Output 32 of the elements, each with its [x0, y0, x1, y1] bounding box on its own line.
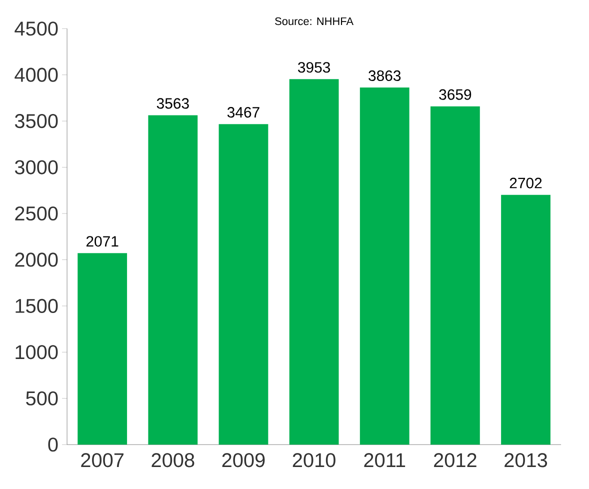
y-tick-label: 2000: [15, 252, 58, 267]
bar: [218, 124, 268, 445]
x-tick-label: 2007: [81, 453, 124, 468]
y-tick-label: 2500: [15, 206, 58, 221]
x-tick-label: 2011: [364, 453, 406, 468]
x-tick-label: 2013: [504, 453, 548, 468]
x-tick-label: 2010: [292, 453, 336, 468]
data-label: 3467: [227, 107, 260, 118]
bar: [501, 194, 550, 445]
y-tick-label: 0: [48, 438, 58, 452]
data-label: 3659: [439, 89, 472, 100]
data-label: 3953: [298, 62, 330, 73]
y-tick-label: 500: [26, 391, 58, 406]
x-tick-label: 2008: [152, 453, 194, 468]
bar: [430, 106, 480, 445]
data-label: 3863: [368, 70, 401, 81]
data-label: 3563: [156, 98, 189, 109]
x-tick-label: 2012: [434, 453, 476, 468]
bar: [360, 88, 410, 445]
y-tick-label: 3000: [14, 160, 58, 174]
y-tick-label: 4000: [14, 68, 58, 82]
bar: [289, 79, 339, 445]
y-tick-label: 1500: [16, 298, 58, 313]
data-label: 2702: [510, 178, 542, 188]
data-label: 2071: [86, 236, 118, 247]
y-tick-label: 1000: [16, 345, 58, 360]
y-tick-label: 4500: [14, 22, 58, 36]
bar: [78, 253, 128, 445]
bar: [148, 115, 198, 445]
x-tick-label: 2009: [222, 453, 265, 468]
y-tick-label: 3500: [14, 114, 58, 128]
source-note: Source: NHHFA: [275, 17, 354, 26]
